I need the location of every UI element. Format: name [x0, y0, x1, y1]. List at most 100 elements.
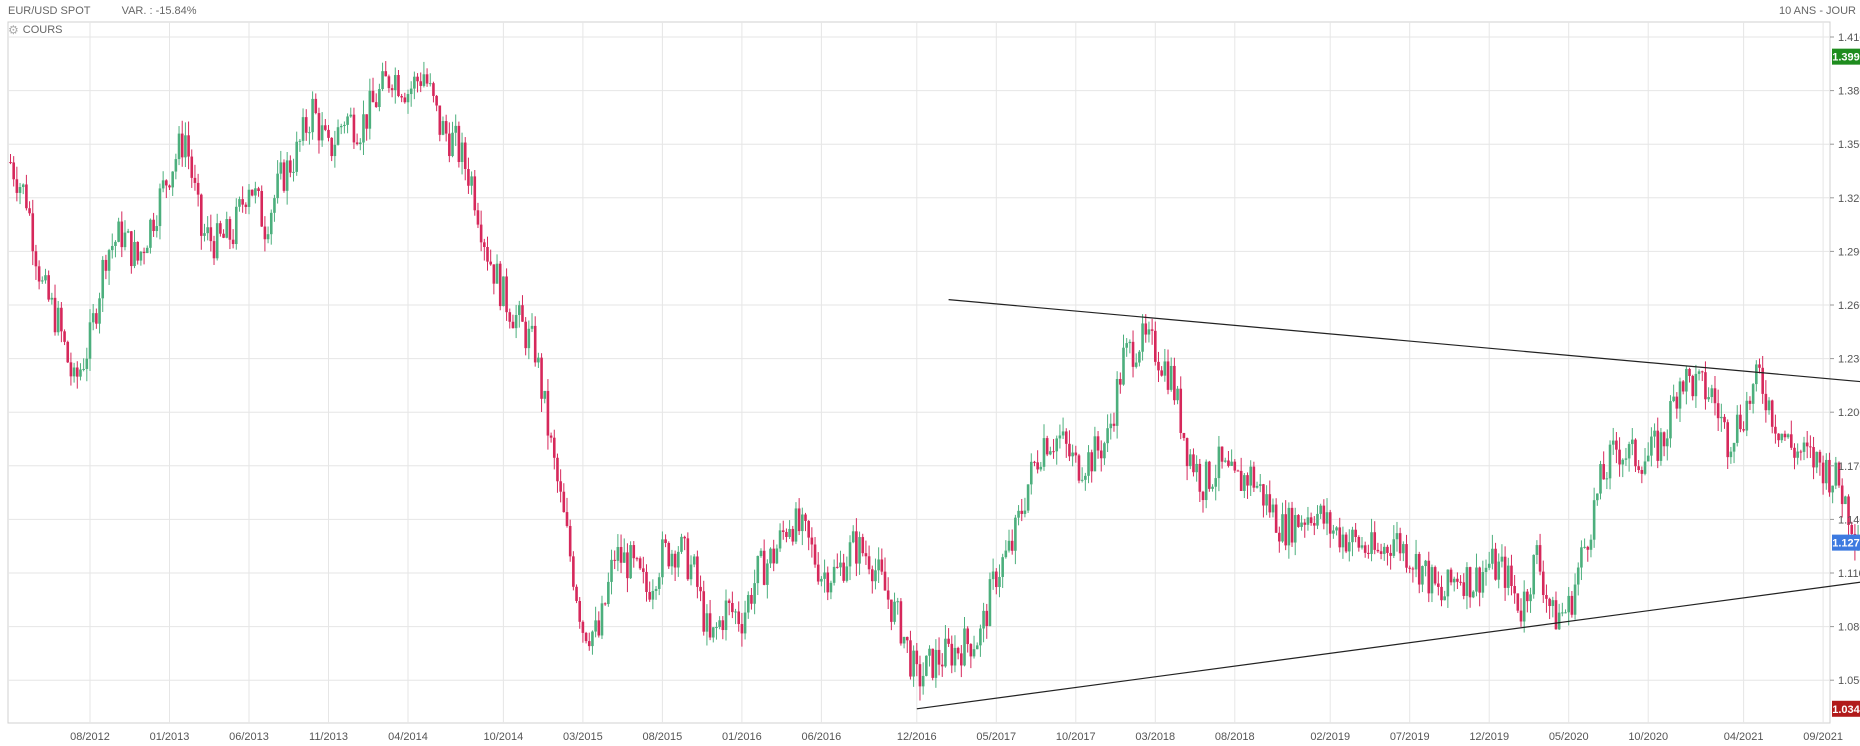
candle-down: [1513, 585, 1516, 594]
candle-up: [530, 325, 534, 329]
candle-down: [1303, 522, 1307, 525]
candle-up: [514, 315, 518, 329]
candle-down: [228, 219, 232, 240]
candle-down: [505, 276, 508, 313]
candle-down: [37, 266, 41, 282]
candle-down: [47, 275, 50, 300]
candle-up: [769, 548, 772, 564]
candle-down: [918, 664, 922, 687]
candle-up: [203, 233, 206, 236]
candle-down: [444, 121, 448, 134]
candle-up: [98, 298, 101, 324]
x-tick-label: 10/2014: [484, 731, 524, 743]
x-tick-label: 06/2013: [229, 731, 269, 743]
candle-up: [1163, 361, 1167, 376]
candle-down: [1373, 532, 1377, 550]
gear-icon[interactable]: ⚙: [8, 23, 19, 37]
candle-up: [591, 631, 594, 647]
candle-up: [295, 141, 298, 172]
candle-up: [1402, 544, 1405, 554]
candle-down: [1637, 466, 1640, 470]
x-tick-label: 08/2015: [643, 731, 683, 743]
candle-up: [1646, 455, 1650, 462]
candle-down: [619, 547, 623, 563]
candle-down: [864, 553, 868, 557]
candle-up: [133, 241, 136, 267]
x-tick-label: 06/2016: [802, 731, 842, 743]
candle-down: [581, 621, 585, 633]
candle-up: [896, 601, 900, 603]
candle-down: [1554, 600, 1558, 630]
candle-up: [1204, 461, 1208, 501]
candle-up: [543, 390, 547, 399]
candle-up: [1332, 530, 1335, 534]
candle-down: [403, 97, 407, 103]
candle-up: [753, 583, 756, 604]
x-tick-label: 03/2015: [563, 731, 603, 743]
candle-down: [915, 650, 919, 665]
candle-down: [880, 559, 884, 572]
candle-down: [1052, 451, 1055, 453]
candle-up: [928, 648, 931, 656]
candle-up: [72, 367, 76, 377]
candle-up: [1421, 566, 1424, 585]
candle-up: [91, 313, 95, 323]
candle-down: [1236, 470, 1240, 472]
candle-up: [1697, 371, 1701, 374]
candle-up: [839, 562, 842, 568]
candle-up: [1522, 591, 1526, 622]
candle-up: [1347, 542, 1351, 552]
candle-down: [130, 231, 133, 267]
candle-down: [1233, 461, 1237, 471]
candle-up: [518, 305, 521, 316]
candle-up: [1300, 522, 1303, 527]
candle-up: [944, 638, 947, 667]
candle-up: [1265, 494, 1268, 506]
candle-up: [1258, 484, 1262, 486]
candle-up: [902, 636, 906, 644]
candle-up: [336, 127, 340, 145]
candle-up: [1029, 461, 1033, 485]
candle-down: [1538, 545, 1542, 572]
candle-up: [1049, 451, 1052, 455]
series-legend[interactable]: ⚙ COURS: [8, 23, 63, 37]
candle-up: [422, 74, 426, 86]
candle-down: [1761, 367, 1764, 394]
candle-up: [107, 250, 111, 271]
candle-up: [1230, 461, 1233, 466]
candle-down: [324, 125, 327, 130]
plot-frame: [7, 21, 1831, 724]
candle-up: [982, 610, 985, 629]
candle-down: [390, 88, 394, 91]
candle-up: [594, 620, 597, 632]
candle-down: [1246, 475, 1249, 486]
price-badge-bg: [1832, 534, 1860, 551]
candle-down: [260, 191, 264, 227]
candle-down: [384, 71, 388, 77]
candle-down: [721, 620, 725, 631]
candle-down: [886, 590, 890, 600]
candle-up: [689, 564, 693, 580]
candle-down: [1615, 440, 1618, 450]
candle-down: [508, 312, 512, 322]
candle-down: [785, 531, 788, 537]
candle-up: [794, 508, 798, 542]
candle-up: [1023, 510, 1027, 514]
chart-header: EUR/USD SPOT VAR. : -15.84% 10 ANS - JOU…: [0, 0, 1860, 22]
candle-up: [1631, 439, 1634, 445]
candle-up: [1583, 546, 1586, 548]
y-tick-label: 1.410: [1838, 32, 1860, 44]
x-tick-label: 11/2013: [309, 731, 348, 743]
period-label[interactable]: 10 ANS - JOUR: [1778, 5, 1856, 17]
candle-down: [578, 600, 582, 622]
candle-up: [378, 89, 381, 108]
candle-up: [1243, 475, 1246, 491]
candle-down: [1220, 446, 1224, 462]
candle-down: [209, 227, 213, 242]
candle-up: [381, 71, 384, 90]
candle-down: [241, 199, 244, 205]
candle-down: [727, 600, 731, 603]
legend-label: COURS: [22, 24, 63, 36]
candle-up: [79, 369, 82, 377]
